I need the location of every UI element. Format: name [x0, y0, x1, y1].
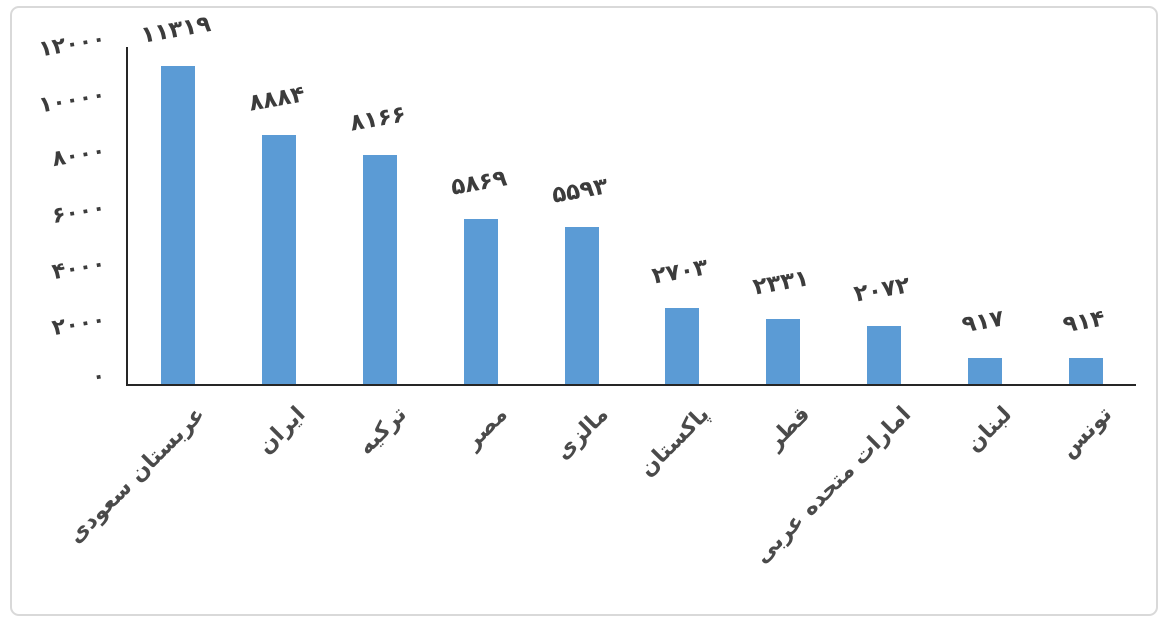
plot-area	[126, 47, 1136, 386]
bar	[665, 308, 700, 384]
bar	[766, 318, 801, 384]
bar	[161, 66, 196, 384]
bar	[564, 226, 599, 384]
bar	[967, 358, 1002, 384]
bar	[1068, 358, 1103, 384]
bar	[463, 219, 498, 384]
bar	[867, 325, 901, 384]
bar	[363, 154, 397, 384]
bar	[262, 134, 297, 384]
